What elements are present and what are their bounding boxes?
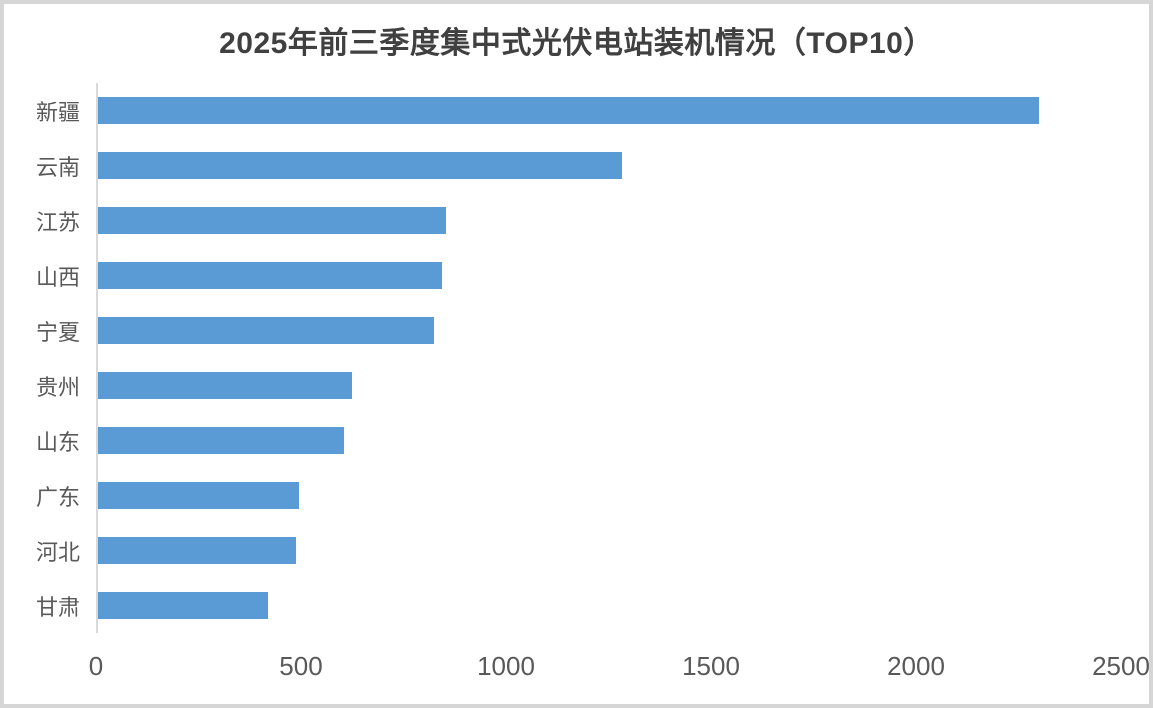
x-axis-tick-labels: 0 500 1000 1500 2000 2500 — [89, 646, 1149, 686]
bar-row — [98, 248, 1121, 303]
category-label: 贵州 — [35, 374, 80, 400]
x-tick-label: 1500 — [682, 651, 740, 681]
bar-row — [98, 578, 1121, 633]
bar — [98, 152, 622, 179]
category-label: 甘肃 — [35, 594, 80, 620]
bar-rows — [98, 83, 1121, 633]
x-tick-label: 2000 — [887, 651, 945, 681]
plot-area — [96, 83, 1121, 633]
bar-row — [98, 138, 1121, 193]
x-tick-label: 1000 — [477, 651, 535, 681]
bar — [98, 537, 297, 564]
category-label: 河北 — [35, 539, 80, 565]
bar — [98, 97, 1040, 124]
bar-row — [98, 193, 1121, 248]
x-tick-label: 2500 — [1092, 651, 1150, 681]
bar — [98, 372, 352, 399]
category-label: 宁夏 — [35, 319, 80, 345]
bar-row — [98, 413, 1121, 468]
x-tick-label: 0 — [88, 651, 104, 681]
bar — [98, 317, 434, 344]
category-label: 山西 — [35, 264, 80, 290]
bar-row — [98, 523, 1121, 578]
category-label: 江苏 — [35, 209, 80, 235]
bar — [98, 262, 442, 289]
category-label: 山东 — [35, 429, 80, 455]
category-label: 广东 — [35, 484, 80, 510]
bar — [98, 207, 446, 234]
bar-row — [98, 303, 1121, 358]
bar-row — [98, 358, 1121, 413]
x-tick-label: 500 — [279, 651, 323, 681]
bar — [98, 427, 344, 454]
category-label: 云南 — [35, 154, 80, 180]
bar-row — [98, 468, 1121, 523]
category-label: 新疆 — [35, 99, 80, 125]
bar — [98, 592, 268, 619]
y-axis-category-labels: 新疆云南江苏山西宁夏贵州山东广东河北甘肃 — [4, 83, 80, 633]
bar-row — [98, 83, 1121, 138]
chart-title: 2025年前三季度集中式光伏电站装机情况（TOP10） — [219, 27, 934, 60]
bar — [98, 482, 299, 509]
